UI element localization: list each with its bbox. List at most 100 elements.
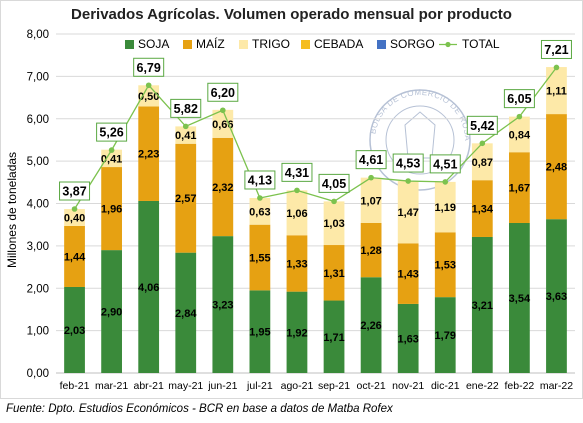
data-label-maíz: 1,44: [64, 251, 86, 263]
total-label: 4,31: [285, 166, 309, 180]
bar-trigo-mar-21: [101, 149, 122, 168]
seal-emblem: [404, 111, 436, 159]
total-label-box: [503, 89, 535, 109]
total-label-box: [170, 98, 202, 118]
bar-trigo-nov-21: [397, 181, 419, 244]
x-tick-label: abr-21: [133, 380, 164, 392]
data-label-soja: 2,26: [360, 320, 381, 332]
total-label-box: [133, 57, 165, 77]
data-label-trigo: 0,84: [509, 129, 531, 141]
bar-trigo-feb-22: [509, 116, 530, 153]
data-label-maíz: 1,31: [323, 268, 344, 280]
data-label-maíz: 1,34: [472, 204, 494, 216]
data-label-maíz: 2,57: [175, 193, 196, 205]
total-point: [257, 195, 263, 201]
total-label-box: [207, 82, 239, 102]
legend-label-maíz: MAÍZ: [196, 36, 225, 51]
bar-trigo-may-21: [175, 126, 197, 144]
bar-maíz-ene-22: [471, 180, 493, 237]
total-label-box: [540, 39, 572, 59]
data-label-soja: 2,90: [101, 307, 122, 319]
total-label: 5,26: [99, 126, 123, 140]
data-label-trigo: 0,63: [249, 206, 270, 218]
bar-trigo-mar-22: [546, 67, 567, 115]
seal-text: BOLSA DE COMERCIO DE ROSARIO: [0, 0, 472, 142]
total-label: 6,05: [507, 92, 531, 106]
data-label-maíz: 1,96: [101, 204, 122, 216]
bar-maíz-jun-21: [212, 137, 234, 237]
x-tick-label: dic-21: [431, 380, 460, 392]
total-label-box: [392, 153, 424, 173]
data-label-maíz: 1,28: [360, 245, 381, 257]
total-label: 4,53: [396, 157, 420, 171]
bar-soja-ago-21: [286, 291, 308, 373]
data-label-soja: 3,63: [546, 291, 567, 303]
legend-swatch-maíz: [183, 40, 192, 49]
legend-swatch-trigo: [239, 40, 248, 49]
bar-maíz-mar-22: [546, 114, 567, 220]
total-point: [108, 147, 115, 153]
y-tick-label: 1,00: [27, 326, 49, 338]
bar-trigo-oct-21: [360, 177, 382, 223]
data-label-trigo: 0,41: [175, 130, 196, 142]
data-label-trigo: 0,41: [101, 153, 122, 165]
data-label-soja: 1,71: [323, 332, 344, 344]
bar-trigo-sep-21: [323, 201, 345, 246]
data-label-soja: 3,23: [212, 300, 233, 312]
data-label-maíz: 1,33: [286, 258, 307, 270]
total-point: [405, 178, 411, 184]
chart-title: Derivados Agrícolas. Volumen operado men…: [71, 6, 512, 23]
bar-maíz-mar-21: [101, 167, 122, 251]
data-label-soja: 3,54: [509, 293, 531, 305]
y-tick-label: 0,00: [27, 368, 49, 380]
data-label-soja: 3,21: [472, 300, 493, 312]
total-point: [368, 174, 374, 181]
data-label-trigo: 0,40: [64, 212, 85, 224]
y-tick-label: 5,00: [27, 156, 49, 168]
bar-maíz-jul-21: [249, 224, 271, 291]
total-point: [331, 198, 337, 205]
bar-maíz-sep-21: [323, 245, 345, 301]
bar-soja-may-21: [175, 252, 197, 373]
data-label-maíz: 1,55: [249, 253, 270, 265]
bar-maíz-dic-21: [434, 232, 456, 298]
source-note: Fuente: Dpto. Estudios Económicos - BCR …: [6, 403, 393, 415]
x-tick-label: ago-21: [281, 380, 314, 392]
bar-soja-mar-22: [546, 219, 567, 373]
total-label: 4,61: [359, 153, 383, 167]
total-label: 5,42: [470, 119, 494, 133]
legend-label-sorgo: SORGO: [390, 37, 435, 51]
data-label-trigo: 1,11: [546, 86, 567, 98]
total-point: [220, 107, 226, 114]
data-label-trigo: 0,87: [472, 157, 493, 169]
total-label: 6,79: [137, 61, 161, 75]
x-tick-label: nov-21: [392, 380, 424, 392]
data-label-soja: 1,92: [286, 327, 307, 339]
bar-trigo-ago-21: [286, 190, 308, 236]
legend-swatch-sorgo: [377, 40, 386, 49]
total-label-box: [244, 170, 276, 190]
total-label: 4,13: [248, 173, 272, 187]
data-label-trigo: 1,03: [323, 218, 344, 230]
total-label-box: [466, 115, 498, 135]
bar-maíz-ago-21: [286, 235, 308, 292]
bar-soja-ene-22: [471, 236, 493, 373]
x-tick-label: oct-21: [357, 380, 386, 392]
legend-swatch-cebada: [301, 40, 310, 49]
bar-soja-jun-21: [212, 236, 234, 373]
y-axis-label: Millones de toneladas: [5, 152, 19, 268]
total-point: [442, 179, 449, 185]
bar-maíz-abr-21: [138, 106, 160, 201]
total-label: 3,87: [62, 185, 86, 199]
data-label-trigo: 1,06: [286, 208, 307, 220]
total-label-box: [429, 154, 461, 174]
x-tick-label: sep-21: [318, 380, 350, 392]
bar-soja-dic-21: [434, 297, 456, 373]
bar-maíz-nov-21: [397, 243, 419, 304]
total-point: [182, 123, 189, 130]
total-label-box: [318, 173, 350, 193]
x-tick-label: feb-21: [60, 380, 90, 392]
bar-maíz-may-21: [175, 143, 197, 253]
x-tick-label: mar-22: [540, 380, 573, 392]
